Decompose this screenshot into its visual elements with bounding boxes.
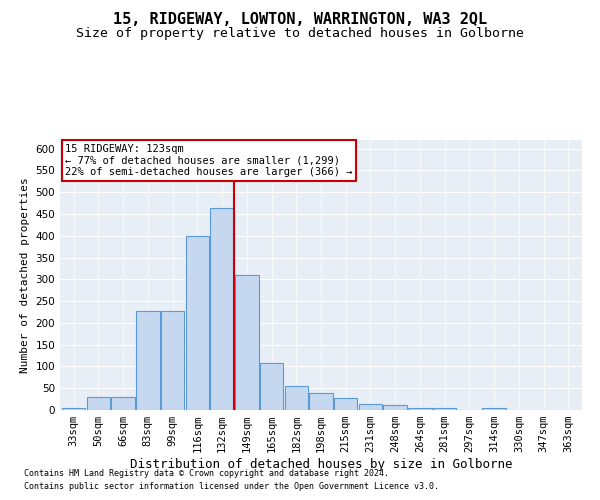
Bar: [136, 310, 160, 410]
Bar: [433, 408, 457, 410]
Bar: [112, 397, 135, 410]
Bar: [359, 404, 382, 410]
Bar: [210, 208, 234, 410]
Text: Contains HM Land Registry data © Crown copyright and database right 2024.: Contains HM Land Registry data © Crown c…: [24, 468, 389, 477]
Bar: [235, 275, 259, 410]
Bar: [284, 386, 308, 410]
X-axis label: Distribution of detached houses by size in Golborne: Distribution of detached houses by size …: [130, 458, 512, 471]
Y-axis label: Number of detached properties: Number of detached properties: [20, 177, 30, 373]
Bar: [86, 397, 110, 410]
Bar: [334, 398, 358, 410]
Bar: [260, 363, 283, 410]
Text: Contains public sector information licensed under the Open Government Licence v3: Contains public sector information licen…: [24, 482, 439, 491]
Text: 15 RIDGEWAY: 123sqm
← 77% of detached houses are smaller (1,299)
22% of semi-det: 15 RIDGEWAY: 123sqm ← 77% of detached ho…: [65, 144, 353, 178]
Bar: [408, 408, 432, 410]
Bar: [185, 236, 209, 410]
Bar: [482, 408, 506, 410]
Bar: [161, 310, 184, 410]
Bar: [62, 408, 85, 410]
Bar: [383, 405, 407, 410]
Text: 15, RIDGEWAY, LOWTON, WARRINGTON, WA3 2QL: 15, RIDGEWAY, LOWTON, WARRINGTON, WA3 2Q…: [113, 12, 487, 28]
Bar: [309, 392, 333, 410]
Text: Size of property relative to detached houses in Golborne: Size of property relative to detached ho…: [76, 28, 524, 40]
